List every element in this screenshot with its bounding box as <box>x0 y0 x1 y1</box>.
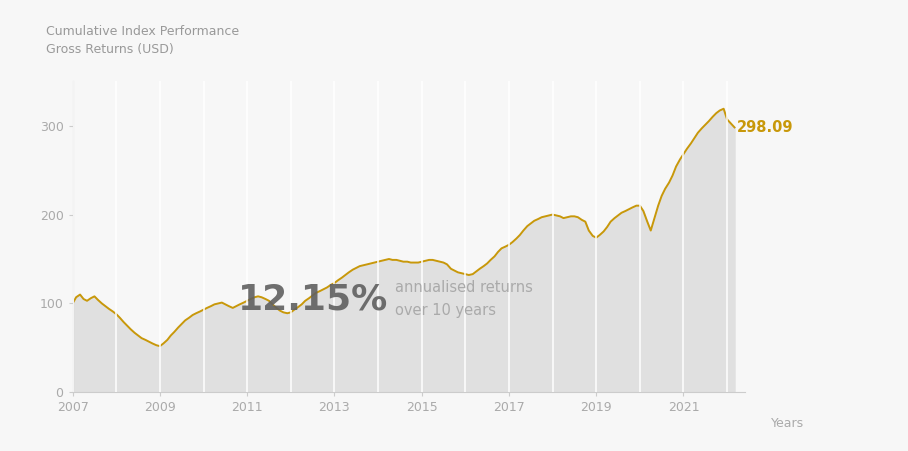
Text: annualised returns
over 10 years: annualised returns over 10 years <box>395 281 533 318</box>
Text: Cumulative Index Performance
Gross Returns (USD): Cumulative Index Performance Gross Retur… <box>45 25 239 56</box>
Text: 12.15%: 12.15% <box>238 282 389 316</box>
Text: Years: Years <box>772 417 804 430</box>
Text: 298.09: 298.09 <box>736 120 794 135</box>
